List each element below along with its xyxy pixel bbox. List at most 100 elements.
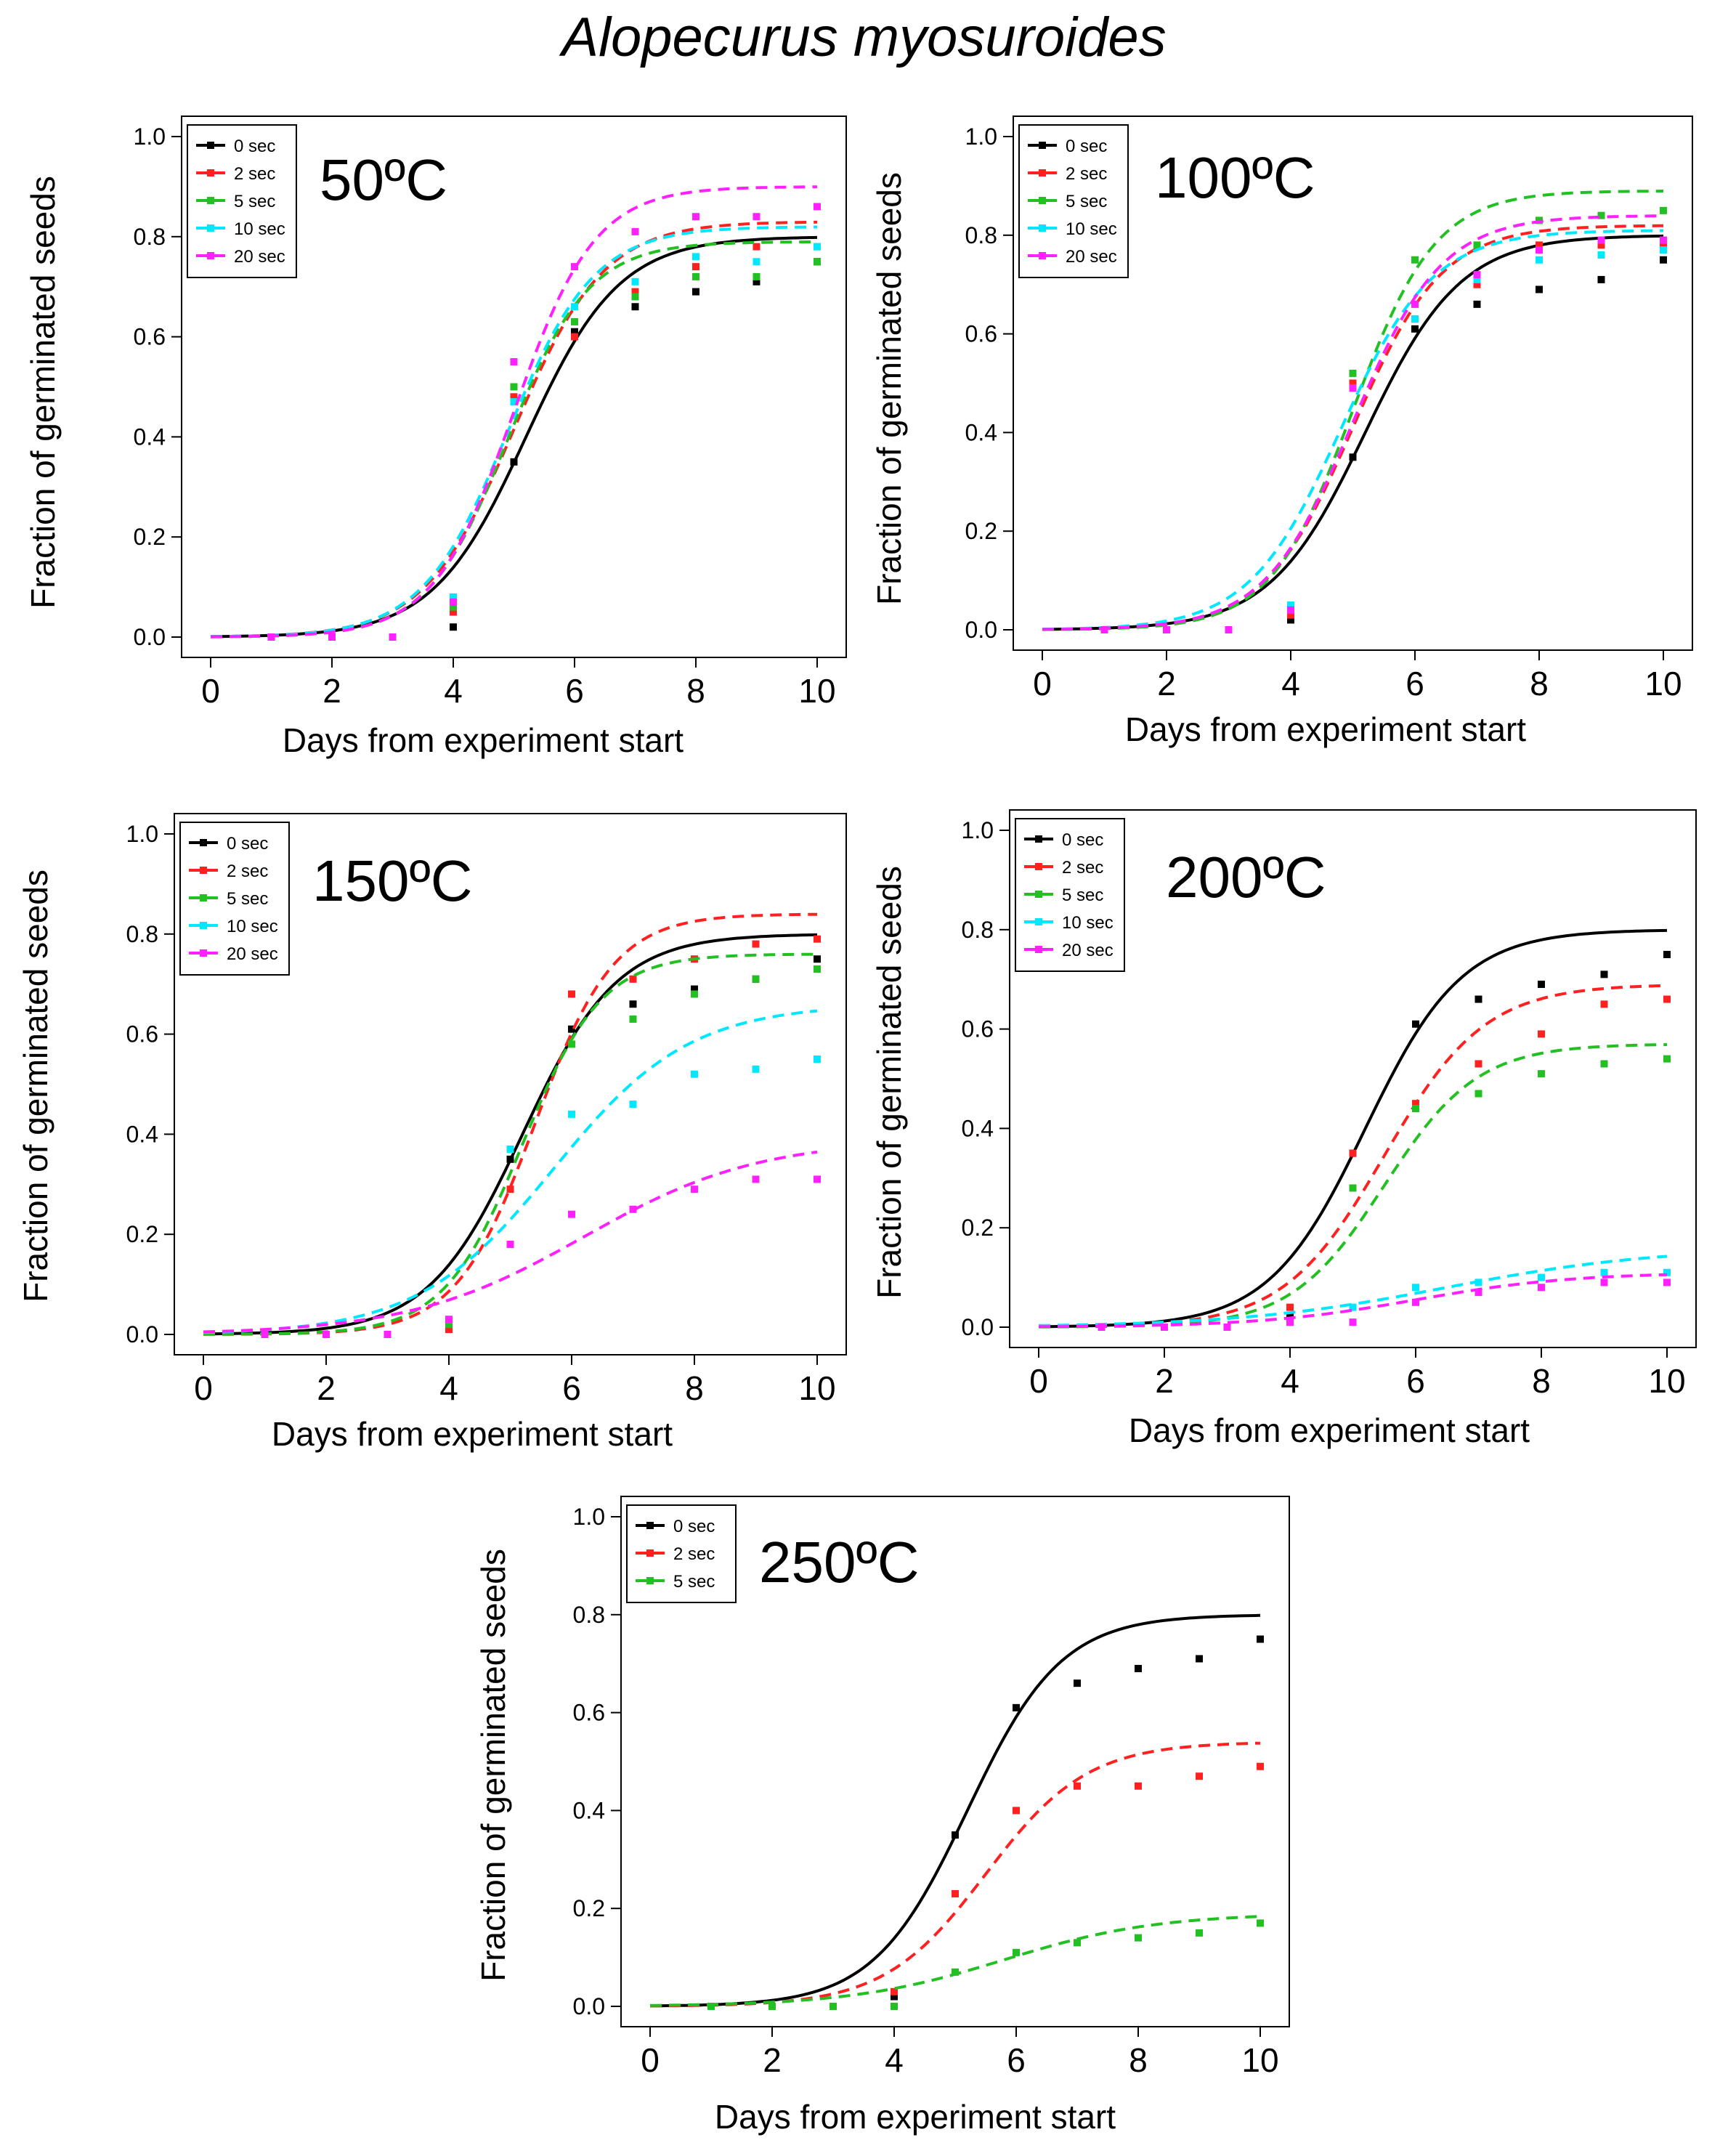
y-tick-label: 0.4 — [126, 1121, 158, 1147]
data-point — [1411, 256, 1419, 264]
data-point — [814, 243, 821, 251]
data-point — [450, 598, 457, 606]
data-point — [1660, 236, 1667, 244]
data-point — [261, 1331, 269, 1338]
data-point — [952, 1968, 959, 1976]
data-point — [1135, 1782, 1142, 1790]
legend-marker — [1035, 918, 1042, 925]
y-tick-label: 0.0 — [965, 617, 997, 643]
x-tick-label: 0 — [201, 672, 220, 710]
data-point — [510, 393, 518, 401]
y-tick-label: 0.4 — [573, 1797, 605, 1823]
y-tick-label: 0.0 — [962, 1314, 994, 1340]
data-point — [631, 227, 639, 235]
data-point — [1411, 315, 1419, 323]
data-point — [568, 990, 575, 998]
legend-label: 2 sec — [1062, 858, 1103, 878]
x-tick-label: 2 — [323, 672, 341, 710]
data-point — [1536, 256, 1543, 264]
data-point — [1538, 1273, 1545, 1281]
x-tick-label: 4 — [439, 1369, 458, 1407]
data-point — [891, 2003, 898, 2010]
y-axis-label: Fraction of germinated seeds — [474, 1549, 512, 1982]
data-point — [753, 213, 760, 221]
data-point — [1473, 271, 1481, 279]
data-point — [1349, 1318, 1357, 1326]
legend-marker — [200, 839, 207, 846]
x-tick-label: 0 — [194, 1369, 213, 1407]
data-point — [752, 1175, 760, 1183]
data-point — [1135, 1934, 1142, 1942]
x-tick-label: 2 — [763, 2041, 782, 2079]
data-point — [1287, 601, 1294, 609]
data-point — [1349, 384, 1357, 392]
data-point — [631, 288, 639, 296]
data-point — [1411, 325, 1419, 333]
data-point — [631, 277, 639, 285]
data-point — [691, 990, 698, 998]
panel-title: 250ºC — [759, 1530, 919, 1594]
x-tick-label: 8 — [686, 672, 705, 710]
data-point — [1286, 1318, 1294, 1326]
data-point — [1349, 1303, 1357, 1311]
data-point — [450, 623, 457, 631]
data-point — [568, 1110, 575, 1118]
x-tick-label: 8 — [685, 1369, 704, 1407]
data-point — [1286, 1303, 1294, 1311]
data-point — [571, 317, 578, 325]
legend-marker — [207, 252, 214, 259]
legend-marker — [1035, 946, 1042, 953]
data-point — [692, 263, 699, 271]
y-tick-label: 0.6 — [962, 1016, 994, 1042]
data-point — [1287, 606, 1294, 614]
y-tick-label: 0.0 — [126, 1321, 158, 1348]
data-point — [1663, 1268, 1671, 1276]
y-tick-label: 1.0 — [962, 817, 994, 843]
y-tick-label: 0.4 — [965, 419, 997, 445]
legend-label: 0 sec — [227, 834, 268, 854]
legend-marker — [207, 142, 214, 149]
data-point — [692, 288, 699, 296]
data-point — [1349, 369, 1357, 377]
data-point — [1013, 1807, 1020, 1815]
x-tick-label: 10 — [1241, 2041, 1278, 2079]
data-point — [1597, 211, 1605, 219]
x-tick-label: 10 — [1648, 1362, 1685, 1400]
data-point — [752, 1065, 760, 1073]
data-point — [506, 1155, 514, 1163]
legend-label: 0 sec — [673, 1517, 715, 1536]
data-point — [1074, 1939, 1081, 1947]
data-point — [1473, 275, 1481, 283]
data-point — [1287, 611, 1294, 619]
data-point — [445, 1316, 453, 1324]
legend-marker — [1039, 197, 1046, 204]
data-point — [445, 1326, 453, 1334]
data-point — [753, 272, 760, 280]
data-point — [450, 603, 457, 611]
data-point — [450, 593, 457, 601]
legend-label: 2 sec — [234, 164, 275, 184]
data-point — [1475, 1090, 1482, 1098]
y-tick-label: 1.0 — [965, 123, 997, 150]
legend-label: 5 sec — [234, 192, 275, 211]
data-point — [1473, 300, 1481, 308]
x-axis-label: Days from experiment start — [283, 721, 684, 759]
data-point — [1412, 1298, 1419, 1306]
data-point — [1349, 1184, 1357, 1192]
data-point — [1536, 241, 1543, 249]
data-point — [814, 935, 821, 943]
x-tick-label: 6 — [1007, 2041, 1026, 2079]
data-point — [1473, 241, 1481, 249]
legend-marker — [1039, 169, 1046, 177]
y-tick-label: 0.2 — [965, 518, 997, 544]
x-tick-label: 10 — [798, 672, 835, 710]
page-title: Alopecurus myosuroides — [561, 7, 1167, 68]
data-point — [768, 2003, 776, 2010]
data-point — [568, 1210, 575, 1218]
legend-marker — [200, 894, 207, 901]
x-tick-label: 4 — [885, 2041, 904, 2079]
y-axis-label: Fraction of germinated seeds — [17, 870, 54, 1302]
data-point — [1660, 256, 1667, 264]
data-point — [1600, 1268, 1608, 1276]
